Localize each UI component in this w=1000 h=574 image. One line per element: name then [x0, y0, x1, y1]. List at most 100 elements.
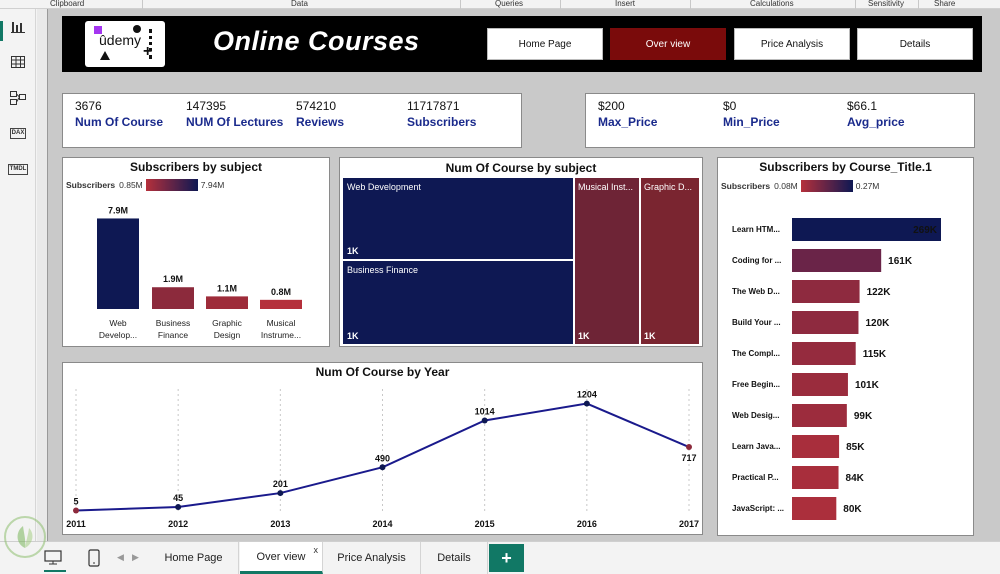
ribbon-calculations: Calculations [750, 0, 794, 8]
page-tab-details[interactable]: Details [421, 542, 488, 574]
category-label: Web [109, 318, 127, 328]
nav-button-details[interactable]: Details [857, 28, 973, 60]
legend-min: 0.85M [119, 180, 143, 190]
data-label: 1014 [475, 407, 495, 417]
bar [792, 342, 856, 365]
bar [792, 466, 839, 489]
data-label: 201 [273, 479, 288, 489]
chart-num-of-course-by-year[interactable]: Num Of Course by Year 2011 2012 2013 2014 20… [62, 362, 703, 535]
mobile-view-icon[interactable] [88, 549, 100, 572]
chart-num-of-course-by-subject[interactable]: Num Of Course by subject Web Development… [339, 157, 703, 347]
tile-label: Web Development [347, 182, 421, 192]
scroll-right-icon[interactable]: ▶ [132, 552, 139, 562]
udemy-logo: ûdemy + [85, 21, 165, 67]
bar [792, 280, 860, 303]
logo-square-shape [94, 26, 102, 34]
page-tab-price-analysis[interactable]: Price Analysis [323, 542, 421, 574]
tile-label: Business Finance [347, 265, 419, 275]
chart-legend: Subscribers 0.08M 0.27M [721, 180, 879, 192]
data-label: 115K [863, 349, 887, 360]
model-icon[interactable] [9, 89, 27, 107]
legend-max: 0.27M [855, 181, 880, 191]
kpi-label-subscribers: Subscribers [407, 115, 477, 129]
add-page-button[interactable]: + [489, 544, 524, 572]
data-label: 99K [854, 411, 873, 422]
treemap-tile-musical-instruments[interactable]: Musical Inst... 1K [575, 178, 640, 344]
kpi-value-subscribers: 11717871 [407, 99, 460, 113]
category-label: Learn HTM... [732, 225, 780, 234]
category-label: Graphic [212, 318, 243, 328]
tile-value: 1K [347, 246, 359, 256]
kpi-label-max-price: Max_Price [598, 115, 658, 129]
ribbon-insert: Insert [615, 0, 636, 8]
x-tick-label: 2017 [679, 519, 699, 529]
chart-subscribers-by-subject[interactable]: Subscribers by subject Subscribers 0.85M… [62, 157, 330, 347]
year-line-svg: 2011 2012 2013 2014 2015 2016 2017 5 45 201 490 101… [66, 389, 699, 529]
tile-label: Musical Inst... [578, 182, 634, 192]
kpi-label-avg-price: Avg_price [847, 115, 905, 129]
ribbon-queries: Queries [495, 0, 524, 8]
tile-label: Graphic D... [644, 182, 693, 192]
data-point [481, 417, 488, 424]
category-label: Practical P... [732, 473, 779, 482]
kpi-value-num-of-lectures: 147395 [186, 99, 227, 113]
view-switcher-sidebar: DAX TMDL [0, 9, 36, 541]
x-tick-label: 2016 [577, 519, 597, 529]
desktop-view-icon[interactable] [44, 550, 62, 571]
ribbon-share: Share [934, 0, 956, 8]
page-tab-home-page[interactable]: Home Page [149, 542, 239, 574]
treemap-tile-web-development[interactable]: Web Development 1K [343, 178, 574, 260]
chart-subscribers-by-course-title[interactable]: Subscribers by Course_Title.1 Subscriber… [717, 157, 974, 536]
category-label: JavaScript: ... [732, 504, 784, 513]
kpi-label-num-of-lectures: NUM Of Lectures [186, 115, 284, 129]
scroll-left-icon[interactable]: ◀ [117, 552, 124, 562]
category-label: Business [156, 318, 191, 328]
x-tick-label: 2014 [372, 519, 392, 529]
category-label: Free Begin... [732, 380, 780, 389]
logo-dots-shape [149, 29, 163, 59]
logo-text: ûdemy [99, 32, 142, 48]
data-label: 1.1M [217, 283, 237, 293]
tile-value: 1K [644, 331, 656, 341]
category-label: The Compl... [732, 349, 780, 358]
close-page-icon[interactable]: x [313, 545, 319, 555]
data-label: 0.8M [271, 287, 291, 297]
nav-button-home-page[interactable]: Home Page [487, 28, 603, 60]
bar-chart-icon[interactable] [9, 18, 27, 36]
kpi-label-reviews: Reviews [296, 115, 345, 129]
nav-button-over-view[interactable]: Over view [610, 28, 726, 60]
category-label: Develop... [99, 330, 137, 340]
tile-value: 1K [578, 331, 590, 341]
table-icon[interactable] [9, 53, 27, 71]
data-point [175, 503, 182, 510]
treemap-tile-business-finance[interactable]: Business Finance 1K [343, 261, 574, 344]
page-tab-over-view[interactable]: Over view x [240, 542, 323, 574]
data-point [583, 400, 590, 407]
active-view-underline [44, 570, 66, 572]
bar [792, 373, 848, 396]
data-label: 85K [846, 442, 865, 453]
treemap-tile-graphic-design[interactable]: Graphic D... 1K [641, 178, 699, 344]
data-label: 80K [843, 504, 862, 515]
x-tick-label: 2012 [168, 519, 188, 529]
bar [792, 218, 941, 241]
chart-title: Num Of Course by subject [445, 161, 597, 175]
data-point [379, 464, 386, 471]
bar [260, 299, 302, 309]
kpi-value-min-price: $0 [723, 99, 737, 113]
legend-gradient [800, 180, 853, 192]
dax-query-icon[interactable]: DAX [9, 124, 27, 142]
category-label: Learn Java... [732, 442, 780, 451]
data-label: 1204 [577, 390, 597, 400]
ribbon-group-labels: Clipboard Data Queries Insert Calculatio… [0, 0, 1000, 9]
kpi-value-max-price: $200 [598, 99, 625, 113]
category-label: Finance [158, 330, 189, 340]
legend-label: Subscribers [721, 181, 771, 191]
category-label: Web Desig... [732, 411, 779, 420]
data-label: 7.9M [108, 205, 128, 215]
nav-button-price-analysis[interactable]: Price Analysis [734, 28, 850, 60]
chart-title: Num Of Course by Year [315, 365, 450, 379]
kpi-card-totals [62, 93, 522, 148]
tmdl-view-icon[interactable]: TMDL [7, 160, 29, 178]
data-label: 122K [867, 287, 892, 298]
